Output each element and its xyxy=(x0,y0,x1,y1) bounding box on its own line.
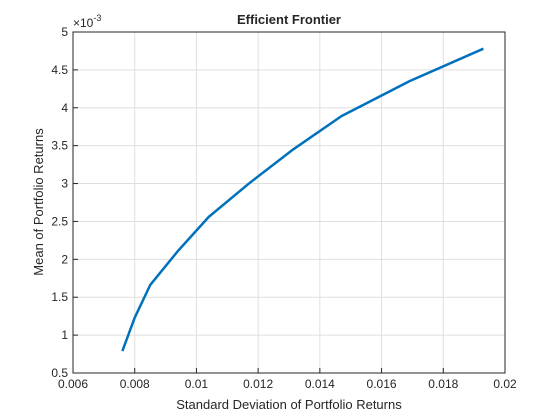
x-tick-label: 0.014 xyxy=(305,377,335,391)
y-tick-label: 4 xyxy=(61,101,68,115)
y-tick-label: 1 xyxy=(61,328,68,342)
data-line xyxy=(121,47,484,352)
y-tick-label: 4.5 xyxy=(51,63,68,77)
y-tick-label: 2.5 xyxy=(51,214,68,228)
y-tick-label: 5 xyxy=(61,25,68,39)
x-tick-label: 0.01 xyxy=(185,377,209,391)
x-tick-label: 0.012 xyxy=(243,377,273,391)
x-tick-label: 0.02 xyxy=(493,377,517,391)
y-tick-label: 0.5 xyxy=(51,366,68,380)
y-multiplier: ×10-3 xyxy=(73,13,101,30)
x-tick-label: 0.018 xyxy=(428,377,458,391)
y-multiplier-base: ×10 xyxy=(73,16,94,30)
y-tick-label: 3 xyxy=(61,177,68,191)
chart-title: Efficient Frontier xyxy=(237,12,341,27)
axes-box xyxy=(72,31,506,374)
x-axis-label: Standard Deviation of Portfolio Returns xyxy=(176,397,402,412)
x-tick-label: 0.008 xyxy=(120,377,150,391)
y-tick-label: 3.5 xyxy=(51,139,68,153)
y-multiplier-exponent: -3 xyxy=(93,13,101,23)
x-tick-label: 0.016 xyxy=(367,377,397,391)
y-tick-label: 2 xyxy=(61,252,68,266)
y-axis-label: Mean of Portfolio Returns xyxy=(31,128,46,276)
x-tick-label: 0.006 xyxy=(58,377,88,391)
y-tick-label: 1.5 xyxy=(51,290,68,304)
